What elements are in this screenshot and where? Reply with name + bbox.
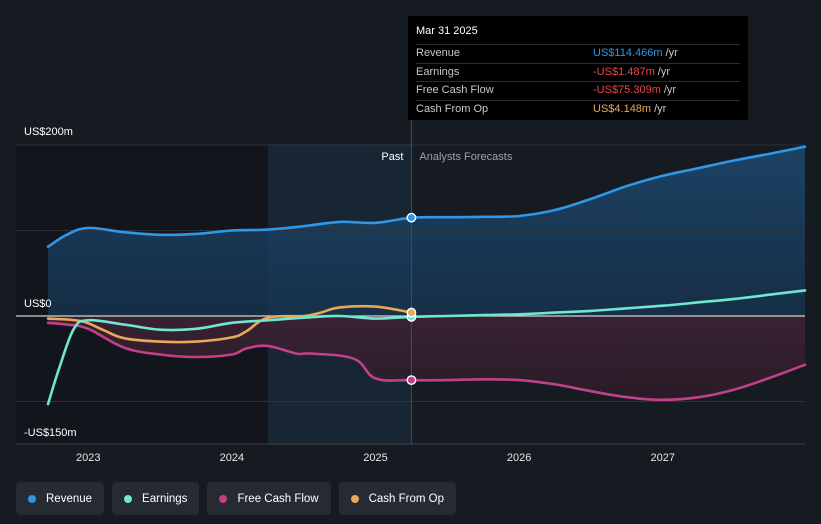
tooltip-label: Revenue [416,47,461,59]
series-line-free-cash-flow [46,321,807,402]
y-tick-label: US$200m [24,126,73,138]
legend-item-earnings[interactable]: Earnings [112,482,200,515]
legend-dot-icon [28,494,36,503]
tooltip-value: -US$1.487m [593,65,655,78]
legend-item-revenue[interactable]: Revenue [16,482,105,515]
tooltip-unit: /yr [663,84,677,96]
series-line-earnings [46,289,807,406]
x-tick-label: 2023 [76,452,100,464]
tooltip-row-free-cash-flow: Free Cash Flow -US$75.309m /yr [416,81,740,100]
tooltip-label: Cash From Op [416,102,489,115]
series-line-cash-from-op [46,304,413,344]
tooltip-value: US$114.466m [593,47,663,59]
tooltip-row-revenue: Revenue US$114.466m /yr [416,44,740,63]
legend-item-free-cash-flow[interactable]: Free Cash Flow [207,482,331,515]
tooltip-date: Mar 31 2025 [416,25,478,37]
tooltip-label: Free Cash Flow [416,84,494,96]
marker-cash-from-op [406,307,417,318]
tooltip: Mar 31 2025 Revenue US$114.466m /yr Earn… [408,16,748,120]
past-label: Past [381,151,403,163]
legend-dot-icon [219,494,228,503]
x-tick-label: 2026 [507,452,531,464]
legend-dot-icon [350,494,359,503]
x-tick-label: 2025 [363,452,387,464]
legend-label: Earnings [142,492,188,505]
tooltip-unit: /yr [657,65,670,78]
revenue-area [48,146,805,316]
forecast-label: Analysts Forecasts [419,151,512,163]
tooltip-unit: /yr [665,47,678,59]
legend: Revenue Earnings Free Cash Flow Cash Fro… [16,482,457,515]
tooltip-unit: /yr [654,102,667,115]
chart-label-layer: US$200m US$0 -US$150m 2023 2024 2025 2026 2027 P… [24,126,675,464]
legend-label: Revenue [46,492,93,505]
x-tick-label: 2027 [651,452,675,464]
x-tick-label: 2024 [220,452,244,464]
chart-marker-layer [406,212,417,386]
marker-free-cash-flow [406,375,417,386]
tooltip-value: US$4.148m [593,102,652,115]
tooltip-value: -US$75.309m [593,84,661,96]
legend-label: Cash From Op [368,492,445,505]
legend-label: Free Cash Flow [237,492,319,505]
y-tick-label: -US$150m [24,427,77,439]
y-tick-label: US$0 [24,298,52,310]
tooltip-row-cash-from-op: Cash From Op US$4.148m /yr [416,99,740,119]
tooltip-label: Earnings [416,65,460,78]
legend-item-cash-from-op[interactable]: Cash From Op [338,482,457,515]
marker-revenue [406,212,417,223]
tooltip-row-earnings: Earnings -US$1.487m /yr [416,62,740,82]
legend-dot-icon [124,494,133,503]
